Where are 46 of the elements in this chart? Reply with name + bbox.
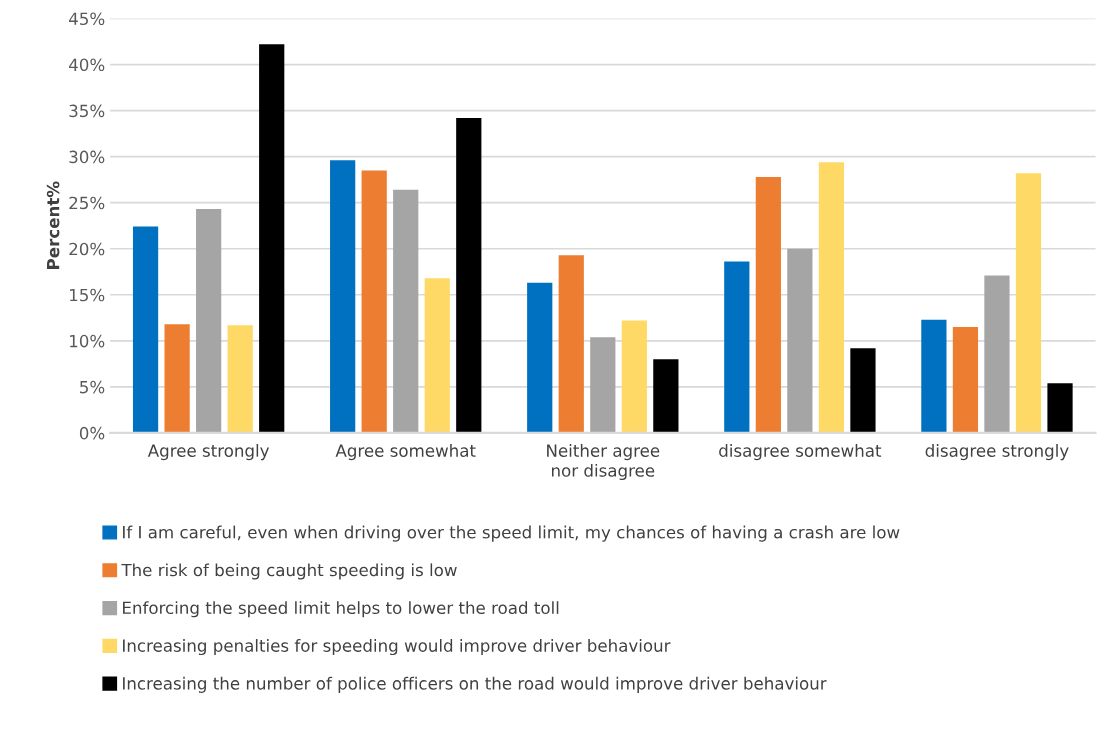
bar xyxy=(164,324,190,433)
bar xyxy=(330,160,356,433)
bar xyxy=(361,170,387,433)
x-tick-label: disagree strongly xyxy=(925,444,1069,461)
legend-label: The risk of being caught speeding is low xyxy=(121,563,457,580)
y-tick-label: 15% xyxy=(70,288,105,302)
x-tick-label: Agree somewhat xyxy=(335,444,476,461)
y-tick-label: 20% xyxy=(69,242,105,256)
y-tick-label: 35% xyxy=(69,104,105,118)
bar xyxy=(653,359,679,433)
bar xyxy=(984,275,1010,433)
bar xyxy=(850,348,876,433)
x-tick-label: Agree strongly xyxy=(147,444,270,461)
legend-label: Enforcing the speed limit helps to lower the road toll xyxy=(123,601,559,618)
bar xyxy=(818,162,845,433)
bar xyxy=(558,255,584,433)
x-tick-label: disagree somewhat xyxy=(719,444,882,461)
y-tick-label: 30% xyxy=(69,150,105,164)
y-tick-label: 10% xyxy=(70,334,105,348)
bar xyxy=(1047,383,1073,433)
bar xyxy=(787,248,813,433)
bar xyxy=(259,44,285,433)
bar xyxy=(1015,173,1042,433)
bar xyxy=(424,278,450,433)
bar xyxy=(755,176,781,433)
y-tick-label: 5% xyxy=(80,380,105,394)
legend-label: Increasing the number of police officers on the road would improve driver behaviour xyxy=(123,676,827,693)
legend-label: If I am careful, even when driving over the speed limit, my chances of having a crash are low xyxy=(123,525,900,542)
bar xyxy=(724,261,750,433)
bar xyxy=(621,320,647,433)
bar xyxy=(227,325,253,433)
y-axis-title: Percent% xyxy=(46,181,60,269)
bar xyxy=(590,337,616,433)
y-tick-label: 40% xyxy=(69,58,105,72)
bar xyxy=(456,117,482,433)
bar xyxy=(132,226,159,433)
legend-label: Increasing penalties for speeding would improve driver behaviour xyxy=(123,638,671,656)
bar xyxy=(952,327,979,433)
y-tick-label: 45% xyxy=(69,12,105,26)
bar xyxy=(393,189,419,433)
bar xyxy=(921,319,947,433)
x-tick-label: Neither agree nor disagree xyxy=(547,444,660,481)
bar xyxy=(527,282,553,433)
y-tick-label: 25% xyxy=(69,196,105,210)
bar xyxy=(196,209,222,433)
y-tick-label: 0% xyxy=(79,426,105,440)
